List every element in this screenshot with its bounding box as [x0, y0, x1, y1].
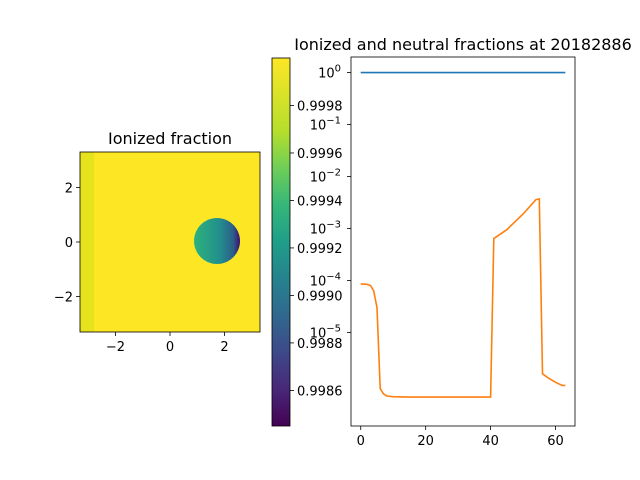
colorbar-tick-label: 0.9986: [297, 384, 343, 399]
colorbar-tick-label: 0.9998: [297, 99, 343, 114]
line-chart-title: Ionized and neutral fractions at 2018288…: [294, 35, 632, 54]
line-series-group: [360, 71, 566, 398]
heatmap-x-tick-label: 2: [220, 340, 228, 355]
colorbar-tick-label: 0.9990: [297, 289, 343, 304]
heatmap-title: Ionized fraction: [108, 129, 232, 148]
line-chart-frame: [350, 56, 576, 427]
line-y-tick-label: 10−2: [310, 168, 341, 186]
line-y-tick-label: 100: [318, 64, 341, 82]
line-x-tick-label: 20: [417, 434, 434, 449]
heatmap-y-tick-label: 0: [65, 236, 73, 251]
line-x-tick-label: 60: [547, 434, 564, 449]
colorbar-ticks: 0.9986 0.9988 0.9990 0.9992 0.9994 0.9996 0.99…: [290, 99, 343, 399]
heatmap-y-tick-label: −2: [54, 291, 73, 306]
heatmap-x-tick-label: −2: [106, 340, 125, 355]
line-x-tick-label: 0: [357, 434, 365, 449]
series-line-2: [360, 198, 566, 398]
heatmap-x-tick-label: 0: [166, 340, 174, 355]
line-x-tick-label: 40: [482, 434, 499, 449]
line-y-tick-label: 10−4: [310, 271, 341, 289]
line-y-tick-label: 10−3: [310, 220, 341, 238]
colorbar-frame: [271, 57, 291, 427]
heatmap-axes: −2 0 2 −2 0 2: [54, 181, 229, 355]
heatmap-y-tick-label: 2: [65, 181, 73, 196]
colorbar-tick-label: 0.9996: [297, 147, 343, 162]
colorbar-tick-label: 0.9992: [297, 242, 343, 257]
colorbar-tick-label: 0.9988: [297, 337, 343, 352]
colorbar-tick-label: 0.9994: [297, 194, 343, 209]
colorbar-gradient: [272, 58, 290, 426]
heatmap-left-strip: [80, 152, 94, 332]
heatmap-blob: [194, 218, 240, 264]
heatmap-panel: Ionized fraction −2 0 2 −2 0 2: [54, 129, 261, 355]
line-panel: Ionized and neutral fractions at 2018288…: [294, 35, 632, 449]
line-y-tick-label: 10−1: [310, 116, 341, 134]
colorbar: 0.9986 0.9988 0.9990 0.9992 0.9994 0.9996 0.99…: [271, 57, 343, 427]
